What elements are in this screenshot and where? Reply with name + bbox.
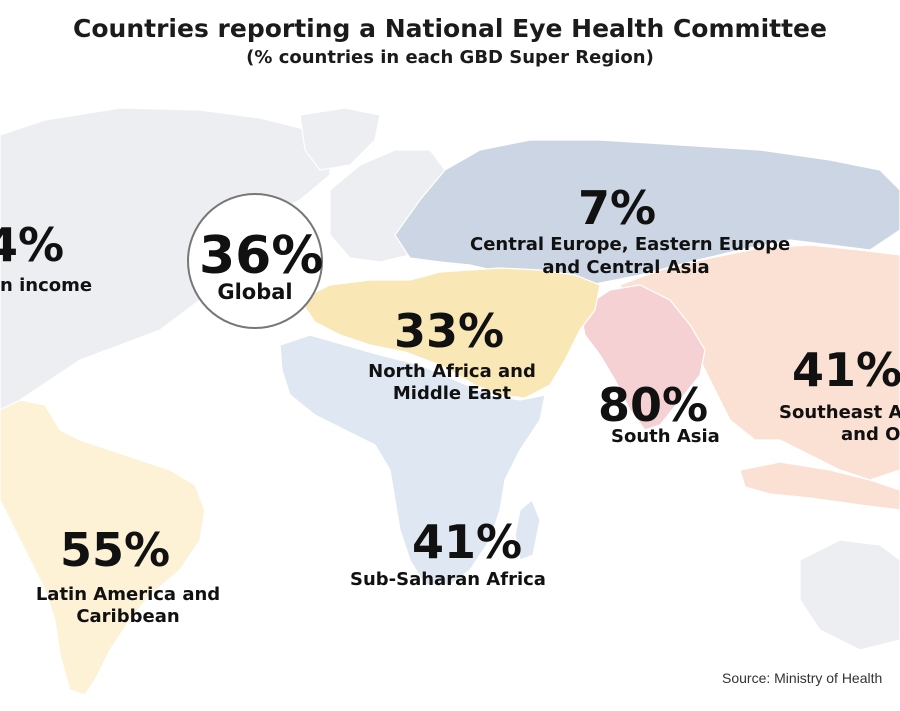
- central-europe-value: 7%: [578, 181, 657, 235]
- latin-america-value: 55%: [60, 523, 171, 577]
- latin-america-label-line1: Latin America and: [35, 584, 221, 605]
- region-high-income-australia: [799, 539, 900, 651]
- south-asia-label: South Asia: [611, 426, 720, 447]
- central-europe-label-line1: Central Europe, Eastern Europe: [470, 234, 791, 255]
- north-africa-value: 33%: [394, 304, 505, 358]
- global-value: 36%: [199, 226, 324, 286]
- chart-subtitle: (% countries in each GBD Super Region): [246, 47, 654, 68]
- north-africa-label-line2: Middle East: [392, 383, 512, 404]
- high-income-label: n income: [0, 275, 93, 296]
- latin-america-label-line2: Caribbean: [76, 606, 180, 627]
- high-income-value: 4%: [0, 218, 65, 272]
- region-latin-america: [0, 399, 206, 696]
- southeast-asia-label-line2: and O: [841, 424, 900, 445]
- north-africa-label-line1: North Africa and: [368, 361, 536, 382]
- source-note: Source: Ministry of Health: [722, 670, 883, 686]
- global-label: Global: [217, 280, 293, 304]
- sub-saharan-value: 41%: [412, 515, 523, 569]
- region-madagascar: [514, 499, 541, 561]
- south-asia-value: 80%: [598, 378, 709, 432]
- southeast-asia-label-line1: Southeast A: [779, 402, 900, 423]
- global-circle: [187, 193, 323, 329]
- region-north-africa-middle-east: [299, 267, 601, 399]
- central-europe-label-line2: and Central Asia: [542, 257, 710, 278]
- chart-title: Countries reporting a National Eye Healt…: [73, 14, 827, 43]
- southeast-asia-value: 41%: [792, 343, 900, 397]
- region-south-asia: [579, 284, 706, 431]
- region-sub-saharan-africa: [279, 334, 546, 586]
- region-greenland: [299, 107, 381, 171]
- region-southeast-asia-islands: [739, 461, 900, 511]
- sub-saharan-label: Sub-Saharan Africa: [350, 569, 546, 590]
